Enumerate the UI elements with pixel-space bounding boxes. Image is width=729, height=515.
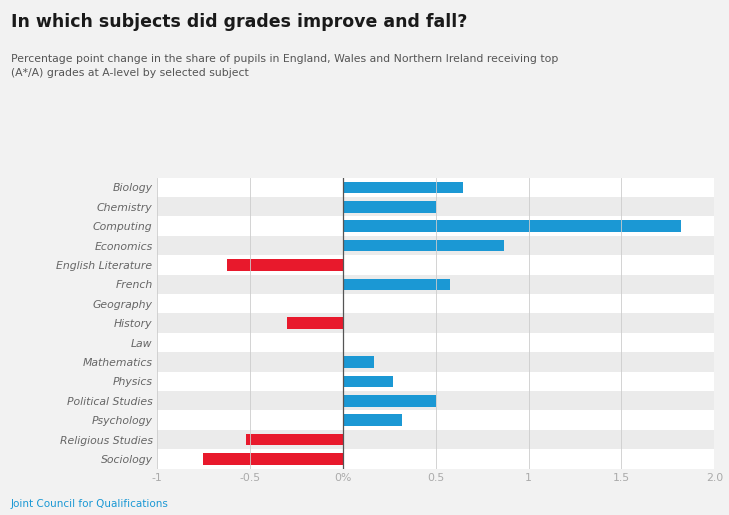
Bar bbox=[157, 449, 714, 469]
Bar bbox=[157, 430, 714, 449]
Bar bbox=[157, 352, 714, 372]
Bar bbox=[343, 395, 435, 406]
Text: Joint Council for Qualifications: Joint Council for Qualifications bbox=[11, 499, 169, 509]
Text: In which subjects did grades improve and fall?: In which subjects did grades improve and… bbox=[11, 13, 467, 31]
Bar bbox=[203, 453, 343, 465]
Bar bbox=[157, 178, 714, 197]
Bar bbox=[157, 314, 714, 333]
Bar bbox=[157, 255, 714, 274]
Bar bbox=[157, 294, 714, 314]
Bar bbox=[246, 434, 343, 445]
Bar bbox=[157, 216, 714, 236]
Bar bbox=[343, 201, 435, 213]
Bar bbox=[343, 220, 681, 232]
Text: Percentage point change in the share of pupils in England, Wales and Northern Ir: Percentage point change in the share of … bbox=[11, 54, 558, 78]
Bar bbox=[157, 391, 714, 410]
Bar bbox=[157, 410, 714, 430]
Bar bbox=[343, 240, 504, 251]
Bar bbox=[343, 356, 374, 368]
Bar bbox=[157, 333, 714, 352]
Bar bbox=[343, 279, 451, 290]
Bar bbox=[227, 259, 343, 271]
Bar bbox=[286, 317, 343, 329]
Bar bbox=[343, 375, 393, 387]
Bar bbox=[343, 415, 402, 426]
Bar bbox=[343, 182, 464, 193]
Bar bbox=[157, 372, 714, 391]
Bar bbox=[157, 236, 714, 255]
Bar bbox=[157, 274, 714, 294]
Bar bbox=[157, 197, 714, 216]
